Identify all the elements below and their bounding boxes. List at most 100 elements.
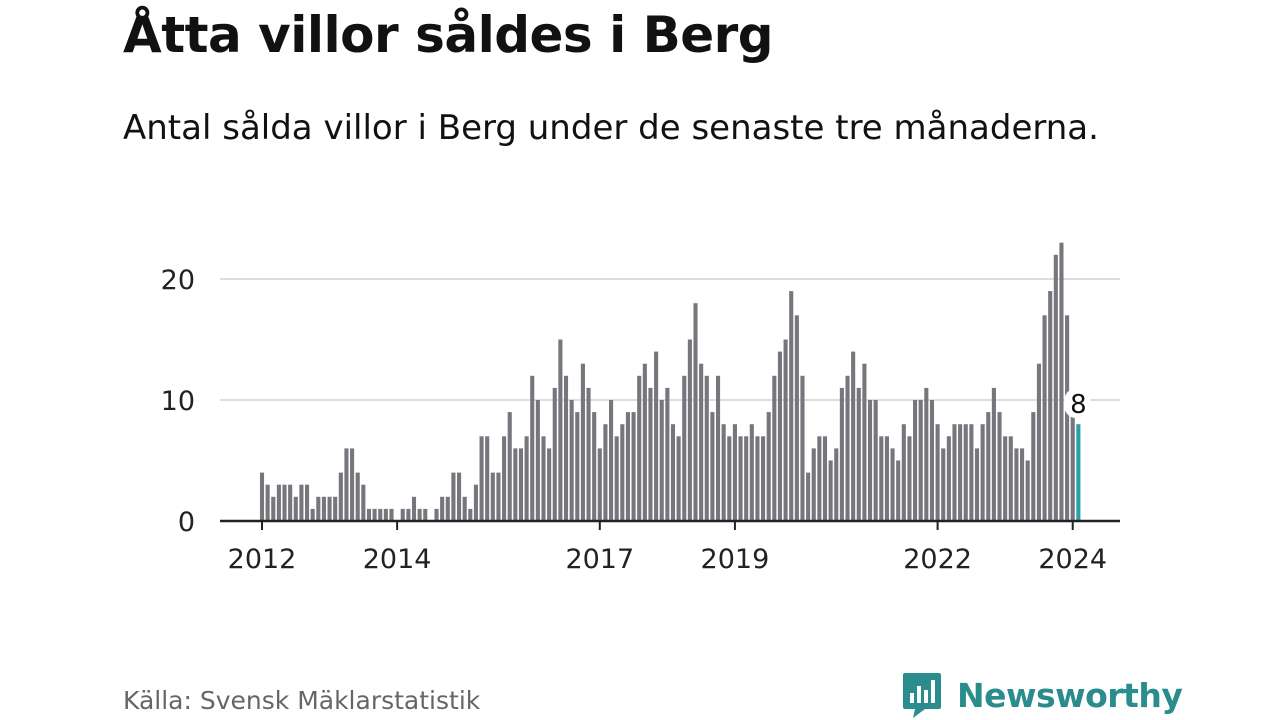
bar [423, 508, 428, 521]
bar [901, 424, 906, 521]
bar [586, 387, 591, 521]
bar [755, 436, 760, 521]
bar [259, 472, 265, 521]
bar [1059, 242, 1064, 521]
x-axis-labels: 2012 2014 2017 2019 2022 2024 [228, 544, 1107, 575]
bar [794, 315, 799, 521]
bar [963, 424, 968, 521]
bar [1036, 363, 1041, 521]
bar [783, 339, 788, 521]
bar [839, 387, 844, 521]
bar [986, 412, 991, 521]
x-tick-label: 2019 [701, 544, 770, 575]
bar [563, 375, 569, 521]
bar [991, 387, 996, 521]
bar [457, 472, 462, 521]
chart-title: Åtta villor såldes i Berg [123, 6, 774, 64]
bar [333, 496, 338, 521]
bar [552, 387, 557, 521]
x-tick-label: 2022 [903, 544, 972, 575]
x-tick-label: 2012 [228, 544, 297, 575]
bar [761, 436, 766, 521]
bar [958, 424, 963, 521]
bar [699, 363, 704, 521]
bar [372, 508, 377, 521]
bar [440, 496, 445, 521]
chart-subtitle: Antal sålda villor i Berg under de senas… [123, 108, 1099, 148]
newsworthy-logo[interactable]: Newsworthy [901, 670, 1183, 720]
brand-name: Newsworthy [957, 675, 1183, 715]
gridlines [220, 278, 1120, 401]
bar [648, 387, 653, 521]
bar [327, 496, 332, 521]
x-tick-label: 2014 [363, 544, 432, 575]
x-tick-label: 2024 [1038, 544, 1107, 575]
bar [913, 400, 918, 521]
bar [693, 303, 698, 521]
bar [924, 387, 929, 521]
bar [485, 436, 490, 521]
bar [665, 387, 670, 521]
bar [834, 448, 839, 521]
bar [299, 484, 304, 521]
bar [890, 448, 895, 521]
bar [366, 508, 372, 521]
bar [710, 412, 715, 521]
bar [946, 436, 951, 521]
bar [670, 424, 676, 521]
bar [361, 484, 366, 521]
bar [597, 448, 602, 521]
bar [276, 484, 281, 521]
bar [609, 400, 614, 521]
bar [1048, 291, 1053, 521]
source-note: Källa: Svensk Mäklarstatistik [123, 686, 481, 715]
bar [411, 496, 417, 521]
bar [473, 484, 478, 521]
bar [580, 363, 585, 521]
bar [496, 472, 501, 521]
bar [1070, 412, 1075, 521]
bar [344, 448, 349, 521]
bar [862, 363, 867, 521]
bar [879, 436, 884, 521]
bar [687, 339, 692, 521]
bar [1025, 460, 1030, 521]
bar [1020, 448, 1025, 521]
y-tick-label: 20 [161, 265, 195, 296]
bar [969, 424, 974, 521]
bar [355, 472, 360, 521]
bar [997, 412, 1002, 521]
bar [654, 351, 659, 521]
bar [434, 508, 439, 521]
bar [547, 448, 552, 521]
bar [524, 436, 529, 521]
bar [541, 436, 546, 521]
bar [569, 400, 574, 521]
bar [845, 375, 850, 521]
bar [777, 351, 783, 521]
bar [952, 424, 957, 521]
bar [867, 400, 873, 521]
newsworthy-bars-icon [903, 673, 941, 718]
bar [1031, 412, 1036, 521]
bar [389, 508, 394, 521]
bar [715, 375, 721, 521]
bar [304, 484, 310, 521]
bar [614, 436, 619, 521]
bar [896, 460, 901, 521]
bar [822, 436, 828, 521]
bar [682, 375, 687, 521]
bar [721, 424, 726, 521]
bar [727, 436, 732, 521]
bar [749, 424, 754, 521]
bar [338, 472, 343, 521]
bar [676, 436, 681, 521]
bar [265, 484, 270, 521]
bar [417, 508, 422, 521]
highlight-label-bg [1064, 388, 1091, 419]
bar [575, 412, 580, 521]
bar [271, 496, 276, 521]
bar [513, 448, 518, 521]
highlight-annotation: 8 [1064, 388, 1091, 420]
bar [288, 484, 293, 521]
